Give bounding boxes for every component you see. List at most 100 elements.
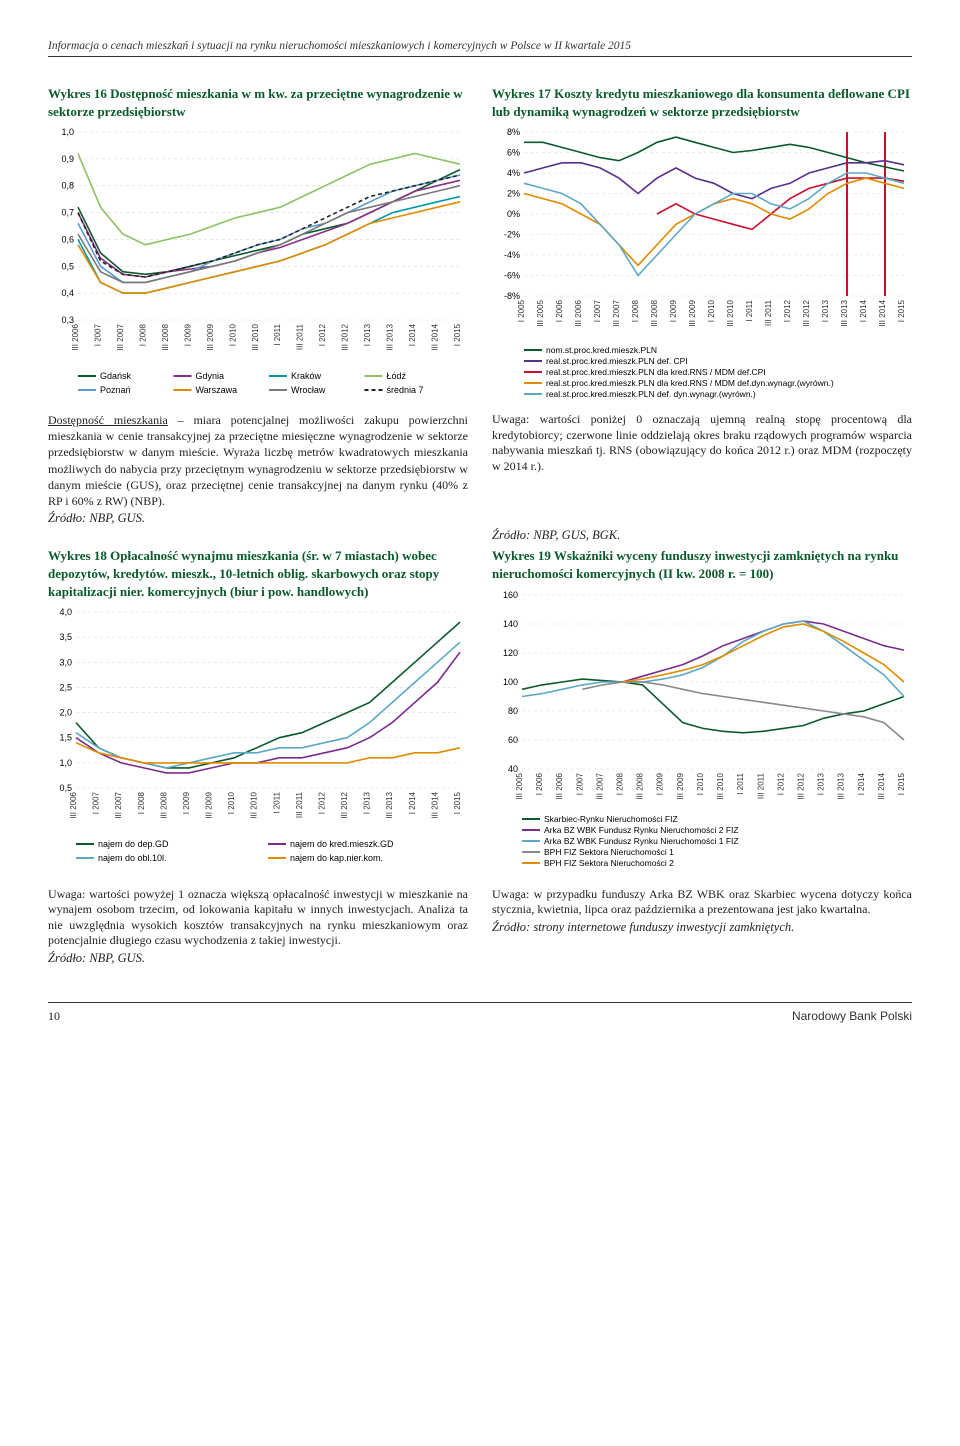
row-charts-top: Wykres 16 Dostępność mieszkania w m kw. … bbox=[48, 85, 912, 406]
fig16-source: Źródło: NBP, GUS. bbox=[48, 511, 468, 526]
svg-text:2,0: 2,0 bbox=[59, 708, 72, 718]
fig19-note: Uwaga: w przypadku funduszy Arka BZ WBK … bbox=[492, 887, 912, 918]
svg-text:I 2009: I 2009 bbox=[669, 300, 678, 323]
svg-text:I 2012: I 2012 bbox=[776, 772, 785, 795]
svg-text:III 2013: III 2013 bbox=[837, 772, 846, 799]
fig17-title: Wykres 17 Koszty kredytu mieszkaniowego … bbox=[492, 85, 912, 120]
footer-page: 10 bbox=[48, 1009, 60, 1024]
svg-text:I 2011: I 2011 bbox=[736, 772, 745, 794]
svg-text:Gdańsk: Gdańsk bbox=[100, 371, 132, 381]
svg-text:0,4: 0,4 bbox=[61, 288, 74, 298]
svg-text:3,5: 3,5 bbox=[59, 632, 72, 642]
svg-text:I 2015: I 2015 bbox=[453, 792, 462, 815]
row-charts-bot: Wykres 18 Opłacalność wynajmu mieszkania… bbox=[48, 547, 912, 878]
svg-text:III 2011: III 2011 bbox=[756, 772, 765, 799]
svg-text:real.st.proc.kred.mieszk.PLN d: real.st.proc.kred.mieszk.PLN def. dyn.wy… bbox=[546, 389, 756, 399]
svg-text:3,0: 3,0 bbox=[59, 657, 72, 667]
svg-text:III 2014: III 2014 bbox=[430, 792, 439, 819]
svg-text:0,8: 0,8 bbox=[61, 181, 74, 191]
fig16-chart: 0,30,40,50,60,70,80,91,0III 2006I 2007II… bbox=[48, 126, 468, 406]
svg-text:Kraków: Kraków bbox=[291, 371, 322, 381]
svg-text:I 2010: I 2010 bbox=[227, 792, 236, 815]
svg-text:40: 40 bbox=[508, 764, 518, 774]
fig18-source: Źródło: NBP, GUS. bbox=[48, 951, 468, 966]
svg-text:100: 100 bbox=[503, 677, 518, 687]
svg-text:I 2010: I 2010 bbox=[707, 300, 716, 323]
svg-text:I 2009: I 2009 bbox=[656, 772, 665, 795]
svg-text:0,9: 0,9 bbox=[61, 154, 74, 164]
fig18-title: Wykres 18 Opłacalność wynajmu mieszkania… bbox=[48, 547, 468, 600]
svg-text:I 2005: I 2005 bbox=[517, 300, 526, 323]
svg-text:I 2007: I 2007 bbox=[93, 324, 102, 347]
svg-text:-4%: -4% bbox=[504, 250, 520, 260]
svg-text:III 2011: III 2011 bbox=[296, 324, 305, 351]
fig19-source: Źródło: strony internetowe funduszy inwe… bbox=[492, 920, 912, 935]
svg-text:III 2005: III 2005 bbox=[536, 300, 545, 327]
fig16-note: Dostępność mieszkania – miara potencjaln… bbox=[48, 412, 468, 509]
svg-text:0,6: 0,6 bbox=[61, 235, 74, 245]
row-notes-top: Dostępność mieszkania – miara potencjaln… bbox=[48, 412, 912, 543]
svg-text:Łódź: Łódź bbox=[387, 371, 407, 381]
svg-text:real.st.proc.kred.mieszk.PLN d: real.st.proc.kred.mieszk.PLN dla kred.RN… bbox=[546, 378, 834, 388]
svg-text:I 2007: I 2007 bbox=[92, 792, 101, 815]
svg-text:I 2008: I 2008 bbox=[137, 792, 146, 815]
svg-text:III 2006: III 2006 bbox=[574, 300, 583, 327]
fig18-note: Uwaga: wartości powyżej 1 oznacza większ… bbox=[48, 887, 468, 949]
svg-text:III 2013: III 2013 bbox=[385, 792, 394, 819]
svg-text:I 2014: I 2014 bbox=[857, 772, 866, 795]
svg-text:Warszawa: Warszawa bbox=[196, 385, 238, 395]
svg-text:120: 120 bbox=[503, 648, 518, 658]
svg-text:I 2009: I 2009 bbox=[182, 792, 191, 815]
svg-text:real.st.proc.kred.mieszk.PLN d: real.st.proc.kred.mieszk.PLN def. CPI bbox=[546, 356, 688, 366]
svg-text:I 2011: I 2011 bbox=[272, 792, 281, 814]
svg-text:najem do kred.mieszk.GD: najem do kred.mieszk.GD bbox=[290, 839, 394, 849]
svg-text:I 2009: I 2009 bbox=[183, 324, 192, 347]
svg-text:6%: 6% bbox=[507, 148, 520, 158]
svg-text:BPH FIZ Sektora Nieruchomości: BPH FIZ Sektora Nieruchomości 2 bbox=[544, 858, 674, 868]
svg-text:80: 80 bbox=[508, 706, 518, 716]
svg-text:III 2008: III 2008 bbox=[161, 324, 170, 351]
svg-text:I 2008: I 2008 bbox=[631, 300, 640, 323]
svg-text:I 2012: I 2012 bbox=[317, 792, 326, 815]
svg-text:0,7: 0,7 bbox=[61, 208, 74, 218]
svg-text:średnia 7: średnia 7 bbox=[387, 385, 424, 395]
svg-text:real.st.proc.kred.mieszk.PLN d: real.st.proc.kred.mieszk.PLN dla kred.RN… bbox=[546, 367, 766, 377]
svg-text:Skarbiec-Rynku Nieruchomości F: Skarbiec-Rynku Nieruchomości FIZ bbox=[544, 814, 678, 824]
svg-text:III 2014: III 2014 bbox=[877, 772, 886, 799]
svg-text:III 2012: III 2012 bbox=[340, 792, 349, 819]
svg-text:Wrocław: Wrocław bbox=[291, 385, 326, 395]
svg-text:I 2014: I 2014 bbox=[859, 300, 868, 323]
svg-text:III 2007: III 2007 bbox=[116, 324, 125, 351]
svg-text:60: 60 bbox=[508, 735, 518, 745]
svg-text:I 2007: I 2007 bbox=[575, 772, 584, 795]
footer-right: Narodowy Bank Polski bbox=[792, 1009, 912, 1023]
svg-text:III 2006: III 2006 bbox=[71, 324, 80, 351]
fig17-chart: -8%-6%-4%-2%0%2%4%6%8%I 2005III 2005I 20… bbox=[492, 126, 912, 406]
svg-text:140: 140 bbox=[503, 619, 518, 629]
svg-text:III 2012: III 2012 bbox=[802, 300, 811, 327]
svg-text:I 2012: I 2012 bbox=[783, 300, 792, 323]
svg-text:III 2009: III 2009 bbox=[205, 792, 214, 819]
svg-text:I 2011: I 2011 bbox=[745, 300, 754, 322]
svg-text:I 2013: I 2013 bbox=[363, 324, 372, 347]
svg-text:4,0: 4,0 bbox=[59, 607, 72, 617]
svg-text:III 2006: III 2006 bbox=[69, 792, 78, 819]
svg-text:I 2014: I 2014 bbox=[408, 792, 417, 815]
svg-text:-6%: -6% bbox=[504, 271, 520, 281]
svg-text:4%: 4% bbox=[507, 168, 520, 178]
fig19-chart: 406080100120140160III 2005I 2006III 2006… bbox=[492, 589, 912, 879]
row-notes-bot: Uwaga: wartości powyżej 1 oznacza większ… bbox=[48, 887, 912, 966]
fig18-chart: 0,51,01,52,02,53,03,54,0III 2006I 2007II… bbox=[48, 606, 468, 876]
svg-text:III 2010: III 2010 bbox=[251, 324, 260, 351]
svg-text:I 2014: I 2014 bbox=[408, 324, 417, 347]
svg-text:0%: 0% bbox=[507, 209, 520, 219]
svg-text:160: 160 bbox=[503, 590, 518, 600]
svg-text:8%: 8% bbox=[507, 127, 520, 137]
svg-text:III 2009: III 2009 bbox=[206, 324, 215, 351]
svg-text:2,5: 2,5 bbox=[59, 683, 72, 693]
svg-text:I 2013: I 2013 bbox=[821, 300, 830, 323]
header-rule: Informacja o cenach mieszkań i sytuacji … bbox=[48, 40, 912, 57]
svg-text:III 2010: III 2010 bbox=[716, 772, 725, 799]
svg-text:I 2011: I 2011 bbox=[273, 324, 282, 346]
svg-text:III 2006: III 2006 bbox=[555, 772, 564, 799]
